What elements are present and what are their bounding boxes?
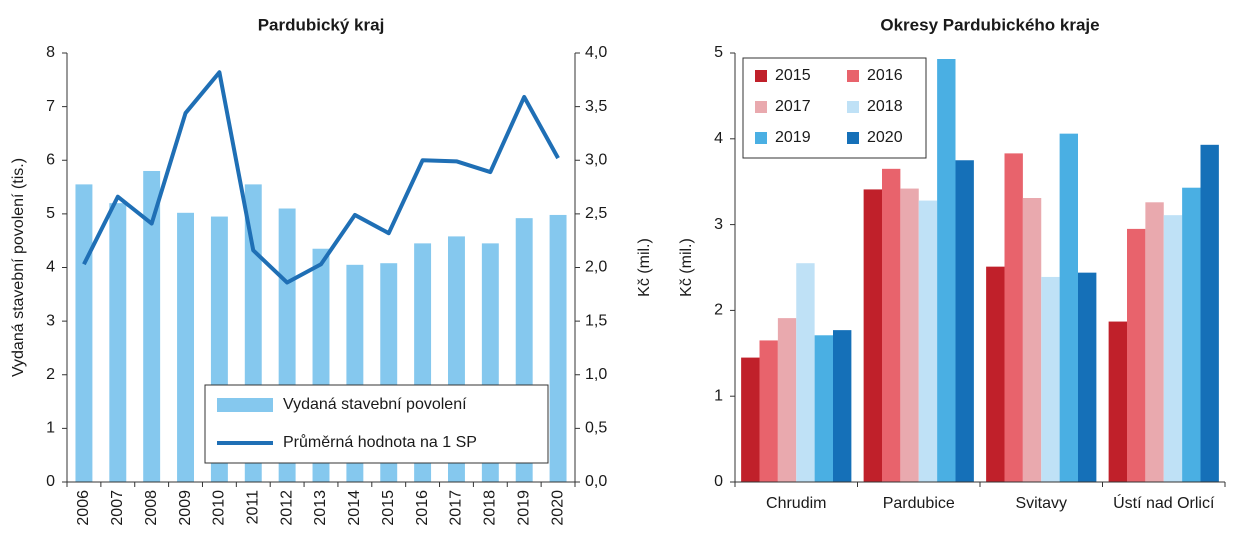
x-tick-label: 2018 <box>482 490 499 526</box>
y2-tick-label: 2,0 <box>585 259 607 276</box>
chart-title: Pardubický kraj <box>258 15 385 34</box>
x-tick-label: 2006 <box>75 490 92 526</box>
bar <box>863 189 882 482</box>
legend-label: 2017 <box>775 98 811 115</box>
bar <box>741 357 760 482</box>
bar <box>1041 276 1060 482</box>
x-tick-label: 2016 <box>414 490 431 526</box>
x-tick-label: 2008 <box>143 490 160 526</box>
bar <box>1200 144 1219 482</box>
legend-swatch <box>755 70 767 82</box>
bar <box>759 340 778 482</box>
bar <box>75 184 93 482</box>
y2-axis-title: Kč (mil.) <box>636 238 653 297</box>
y2-tick-label: 0,0 <box>585 473 607 490</box>
y2-tick-label: 4,0 <box>585 44 607 61</box>
y-tick-label: 5 <box>714 44 723 61</box>
legend-box <box>742 57 927 159</box>
chart-title: Okresy Pardubického kraje <box>880 15 1099 34</box>
x-tick-label: 2013 <box>312 490 329 526</box>
legend-swatch <box>847 70 859 82</box>
x-tick-label: 2020 <box>549 490 566 526</box>
bar <box>1004 153 1023 483</box>
x-tick-label: Chrudim <box>766 495 827 512</box>
x-tick-label: Pardubice <box>882 495 955 512</box>
y-tick-label: 2 <box>714 302 723 319</box>
x-tick-label: 2015 <box>380 490 397 526</box>
legend-swatch <box>755 101 767 113</box>
bar <box>814 335 833 482</box>
y2-tick-label: 1,0 <box>585 366 607 383</box>
y-tick-label: 3 <box>46 312 55 329</box>
bar <box>1145 202 1164 483</box>
bar <box>796 263 815 482</box>
bar <box>1022 198 1042 482</box>
y-tick-label: 8 <box>46 44 55 61</box>
legend-swatch <box>217 398 273 412</box>
bar <box>177 212 194 483</box>
y-tick-label: 1 <box>714 387 723 404</box>
bar <box>1078 272 1097 482</box>
bar <box>1108 321 1127 482</box>
legend-label: Průměrná hodnota na 1 SP <box>283 433 477 451</box>
y-tick-label: 0 <box>714 473 723 490</box>
legend-label: 2018 <box>867 98 903 115</box>
bar <box>833 330 852 482</box>
x-tick-label: 2019 <box>515 490 532 526</box>
bar <box>1163 215 1183 483</box>
bar <box>955 160 974 482</box>
y2-tick-label: 2,5 <box>585 205 607 222</box>
y-tick-label: 4 <box>714 130 723 147</box>
y-tick-label: 6 <box>46 151 55 168</box>
y-tick-label: 3 <box>714 216 723 233</box>
y-axis-title: Vydaná stavební povolení (tis.) <box>10 158 27 377</box>
y-tick-label: 7 <box>46 98 55 115</box>
legend-label: 2016 <box>867 67 903 84</box>
y-axis-title: Kč (mil.) <box>678 238 695 297</box>
x-tick-label: Ústí nad Orlicí <box>1113 495 1215 512</box>
y2-tick-label: 0,5 <box>585 420 607 437</box>
bar <box>900 188 919 482</box>
bar <box>777 318 797 482</box>
bar <box>937 59 956 482</box>
legend-label: 2020 <box>867 129 903 146</box>
bar <box>1127 228 1146 482</box>
x-tick-label: 2012 <box>278 490 295 526</box>
x-tick-label: Svitavy <box>1015 495 1068 512</box>
y-tick-label: 0 <box>46 473 55 490</box>
legend-label: 2015 <box>775 67 811 84</box>
x-tick-label: 2011 <box>244 490 261 525</box>
x-tick-label: 2007 <box>109 490 126 526</box>
y-tick-label: 5 <box>46 205 55 222</box>
x-tick-label: 2009 <box>177 490 194 526</box>
y-tick-label: 2 <box>46 366 55 383</box>
x-tick-label: 2014 <box>346 490 363 526</box>
bar <box>1182 187 1201 482</box>
legend-swatch <box>847 101 859 113</box>
bar <box>986 266 1005 482</box>
legend-swatch <box>755 132 767 144</box>
legend-label: 2019 <box>775 129 811 146</box>
y2-tick-label: 3,5 <box>585 98 607 115</box>
line-series <box>82 70 560 285</box>
legend-label: Vydaná stavební povolení <box>283 396 467 413</box>
bar <box>143 170 161 482</box>
bar <box>1059 133 1078 483</box>
y2-tick-label: 1,5 <box>585 312 607 329</box>
bar <box>882 168 901 482</box>
y2-tick-label: 3,0 <box>585 151 607 168</box>
bar <box>918 200 938 483</box>
x-tick-label: 2017 <box>448 490 465 526</box>
x-tick-label: 2010 <box>211 490 228 526</box>
y-tick-label: 4 <box>46 259 55 276</box>
y-tick-label: 1 <box>46 420 55 437</box>
bar <box>109 203 127 482</box>
legend-swatch <box>847 132 859 144</box>
bar <box>549 214 567 482</box>
